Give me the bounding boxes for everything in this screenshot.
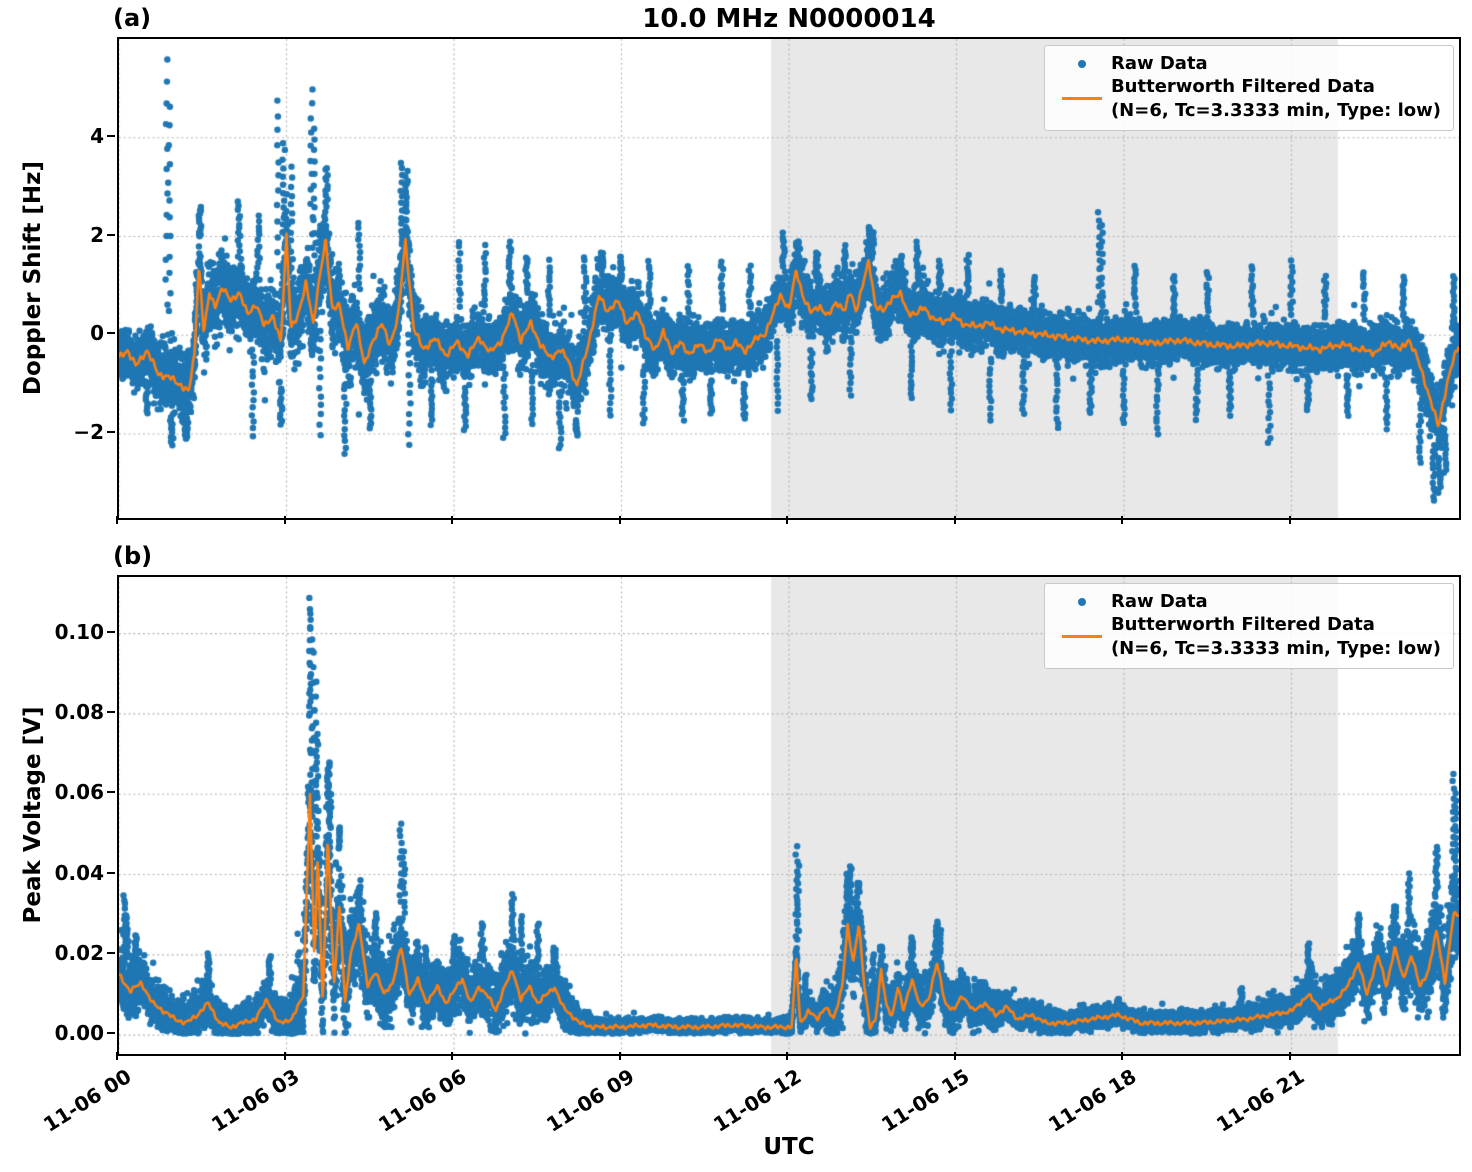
y-tick-mark [107, 871, 115, 874]
x-tick-mark [953, 516, 956, 524]
panel-a-axes: Raw Data Butterworth Filtered Data (N=6,… [117, 37, 1461, 520]
x-tick-mark [451, 1052, 453, 1060]
x-tick-label: 11-06 00 [39, 1064, 136, 1137]
x-tick-mark [786, 516, 788, 524]
y-tick-mark [107, 134, 115, 137]
x-tick-mark [1288, 1052, 1291, 1060]
y-tick-label: −2 [73, 420, 104, 445]
y-tick-mark [107, 791, 115, 794]
x-tick-mark [618, 516, 621, 524]
raw-data-marker-icon [1053, 59, 1111, 68]
x-tick-mark [618, 1052, 621, 1060]
x-axis-label: UTC [763, 1134, 815, 1160]
filtered-line-icon [1053, 97, 1111, 101]
legend-label-filtered: Butterworth Filtered Data (N=6, Tc=3.333… [1110, 614, 1441, 659]
x-tick-mark [1121, 1052, 1123, 1060]
legend-entry-filtered: Butterworth Filtered Data (N=6, Tc=3.333… [1053, 613, 1441, 660]
panel-a-label: (a) [113, 4, 152, 32]
y-tick-mark [107, 233, 115, 236]
x-tick-mark [283, 516, 286, 524]
legend-label-raw: Raw Data [1110, 53, 1208, 74]
panel-a-ylabel: Doppler Shift [Hz] [20, 160, 46, 396]
x-tick-label: 11-06 03 [206, 1064, 304, 1137]
y-tick-label: 0.06 [54, 780, 104, 805]
x-tick-label: 11-06 06 [374, 1064, 471, 1137]
panel-a-legend: Raw Data Butterworth Filtered Data (N=6,… [1043, 45, 1454, 132]
legend-entry-raw: Raw Data [1053, 590, 1441, 613]
legend-label-filtered: Butterworth Filtered Data (N=6, Tc=3.333… [1110, 76, 1441, 121]
y-tick-label: 0.04 [54, 860, 104, 885]
x-tick-mark [1288, 516, 1291, 524]
x-tick-mark [451, 516, 453, 524]
y-tick-mark [107, 332, 115, 335]
y-tick-label: 4 [90, 123, 104, 148]
y-tick-label: 0.08 [54, 699, 104, 724]
figure-title: 10.0 MHz N0000014 [642, 4, 936, 34]
x-tick-mark [283, 1052, 286, 1060]
x-tick-mark [1121, 516, 1123, 524]
panel-b-legend: Raw Data Butterworth Filtered Data (N=6,… [1043, 583, 1454, 670]
x-tick-mark [953, 1052, 956, 1060]
x-tick-mark [786, 1052, 788, 1060]
x-tick-mark [116, 1052, 118, 1060]
y-tick-mark [107, 431, 115, 434]
panel-b-label: (b) [113, 542, 153, 570]
legend-label-raw: Raw Data [1110, 591, 1208, 612]
raw-data-marker-icon [1053, 597, 1111, 606]
filtered-line-icon [1053, 635, 1111, 639]
x-tick-label: 11-06 12 [709, 1064, 806, 1137]
y-tick-label: 0.00 [54, 1021, 104, 1046]
x-tick-mark [116, 516, 118, 524]
y-tick-label: 0.10 [54, 619, 104, 644]
legend-entry-filtered: Butterworth Filtered Data (N=6, Tc=3.333… [1053, 75, 1441, 122]
x-tick-label: 11-06 09 [541, 1064, 639, 1137]
y-tick-mark [107, 630, 115, 633]
x-tick-label: 11-06 21 [1211, 1064, 1309, 1137]
legend-entry-raw: Raw Data [1053, 52, 1441, 75]
y-tick-mark [107, 710, 115, 713]
y-tick-label: 0 [90, 321, 104, 346]
y-tick-label: 0.02 [54, 940, 104, 965]
x-tick-label: 11-06 15 [876, 1064, 974, 1137]
x-tick-label: 11-06 18 [1044, 1064, 1141, 1137]
y-tick-mark [107, 951, 115, 954]
panel-b-axes: Raw Data Butterworth Filtered Data (N=6,… [117, 575, 1461, 1056]
y-tick-mark [107, 1032, 115, 1035]
panel-b-ylabel: Peak Voltage [V] [20, 706, 46, 924]
y-tick-label: 2 [90, 222, 104, 247]
